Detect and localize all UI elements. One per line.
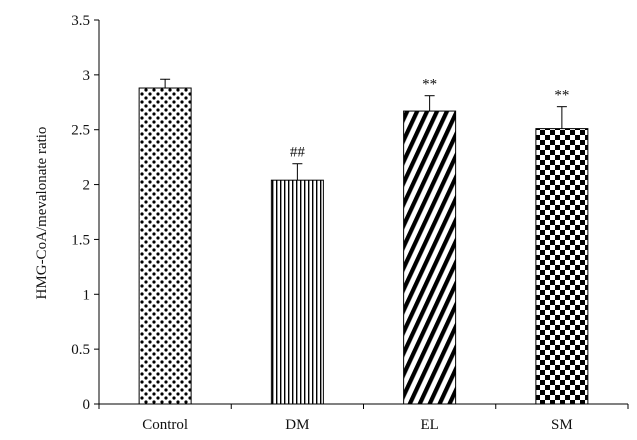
y-tick-label: 2	[83, 178, 91, 194]
x-axis-ticks: Control DM EL SM	[98, 404, 629, 433]
y-tick-label: 0.5	[71, 342, 90, 358]
x-tick-label: DM	[285, 417, 309, 433]
x-tick-label: EL	[420, 417, 438, 433]
error-bars	[160, 78, 567, 181]
bar-dm	[270, 179, 324, 405]
y-tick-label: 1.5	[71, 232, 90, 248]
significance-marker: **	[422, 77, 437, 93]
significance-marker: ##	[290, 145, 306, 161]
y-axis-ticks: 0 0.5 1 1.5 2 2.5 3 3.5	[71, 13, 99, 413]
x-tick-label: Control	[142, 417, 188, 433]
y-tick-label: 3.5	[71, 13, 90, 29]
bar-el	[403, 110, 457, 405]
significance-markers: ## ** **	[290, 77, 570, 161]
y-axis-label: HMG-CoA/mevalonate ratio	[34, 127, 50, 300]
y-tick-label: 1	[83, 287, 91, 303]
bar-sm	[535, 128, 589, 405]
bars	[138, 87, 589, 405]
bar-control	[138, 87, 192, 405]
y-tick-label: 0	[83, 397, 91, 413]
y-tick-label: 2.5	[71, 123, 90, 139]
significance-marker: **	[554, 88, 569, 104]
x-tick-label: SM	[551, 417, 573, 433]
y-tick-label: 3	[83, 68, 91, 84]
